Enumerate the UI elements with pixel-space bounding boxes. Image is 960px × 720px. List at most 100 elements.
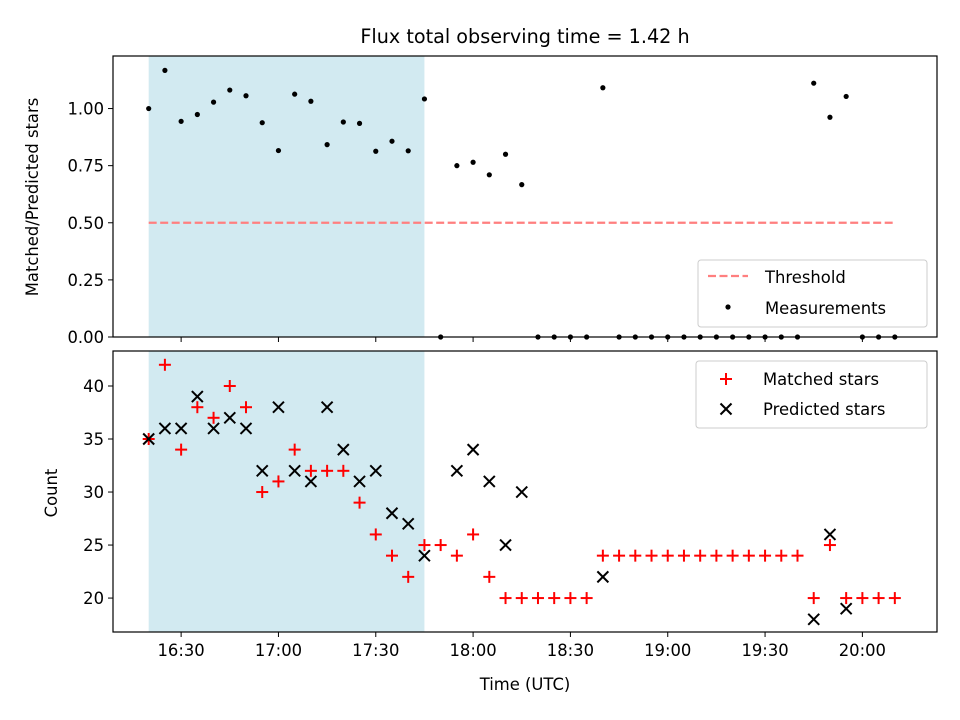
measurement-point <box>373 148 379 154</box>
matched-star-point <box>742 549 755 562</box>
matched-star-point <box>515 592 528 605</box>
matched-star-point <box>434 539 447 552</box>
predicted-star-point <box>191 390 204 403</box>
top-legend-box <box>697 259 928 328</box>
measurement-point <box>259 120 265 126</box>
matched-star-point <box>467 528 480 541</box>
matched-star-point <box>272 475 285 488</box>
top-axes-frame <box>112 55 938 338</box>
bottom-xtick-label: 16:30 <box>158 641 205 660</box>
predicted-star-point <box>142 432 155 446</box>
predicted-star-point <box>272 400 285 414</box>
matched-star-point <box>499 592 512 605</box>
bottom-xtick-label: 17:00 <box>255 641 302 660</box>
matched-star-point <box>645 549 658 562</box>
matched-star-point <box>726 549 739 562</box>
predicted-star-point <box>450 464 464 478</box>
measurement-point <box>308 98 314 104</box>
measurement-point <box>146 105 152 112</box>
bottom-xtick-label: 18:30 <box>547 641 594 660</box>
predicted-star-point <box>515 485 528 499</box>
bottom-ytick-label: 20 <box>83 589 104 608</box>
predicted-star-point <box>304 475 318 488</box>
matched-star-point <box>337 464 350 477</box>
matched-star-point <box>613 549 626 562</box>
matched-star-point <box>856 592 869 605</box>
matched-star-point <box>418 539 431 552</box>
bottom-legend: Matched stars Predicted stars <box>695 360 928 429</box>
predicted-star-point <box>337 443 350 456</box>
matched-star-point <box>223 379 236 392</box>
matched-star-point <box>385 549 398 562</box>
measurement-point <box>486 172 492 178</box>
matched-star-point <box>369 528 382 541</box>
bottom-ytick-label: 30 <box>83 483 104 502</box>
matched-star-point <box>791 549 804 562</box>
measurement-point <box>243 93 249 99</box>
measurement-point <box>519 182 525 188</box>
matched-legend-label: Matched stars <box>763 370 879 389</box>
predicted-star-point <box>418 549 431 562</box>
matched-star-point <box>629 549 642 562</box>
matched-star-point <box>450 549 463 562</box>
measurement-point <box>827 114 833 120</box>
predicted-star-point <box>353 475 366 488</box>
predicted-star-point <box>839 602 853 615</box>
predicted-legend-label: Predicted stars <box>763 400 885 419</box>
matched-star-point <box>321 464 334 477</box>
measurements-legend-label: Measurements <box>765 299 886 318</box>
bottom-xtick-label: 19:30 <box>741 641 788 660</box>
matched-star-point <box>564 592 577 605</box>
predicted-star-point <box>239 422 253 435</box>
matched-star-point <box>596 549 609 562</box>
top-ytick-label: 0.75 <box>68 157 105 176</box>
measurement-point <box>275 147 282 154</box>
matched-star-point <box>548 592 561 605</box>
top-ytick-label: 0.25 <box>68 271 105 290</box>
top-panel: 0.00 0.25 0.50 0.75 1.00 Matched/Predicted s… <box>23 55 938 347</box>
top-ytick-label: 1.00 <box>68 100 105 119</box>
predicted-star-point <box>174 422 188 435</box>
matched-star-point <box>207 411 220 424</box>
predicted-star-point <box>207 422 220 435</box>
measurement-point <box>292 91 298 97</box>
matched-star-point <box>694 549 707 562</box>
measurement-point <box>389 138 395 144</box>
measurements-legend-marker <box>725 304 731 310</box>
predicted-star-point <box>807 613 820 626</box>
matched-star-point <box>872 592 885 605</box>
measurement-point <box>454 163 460 169</box>
measurement-point <box>178 118 184 124</box>
top-ylabel: Matched/Predicted stars <box>23 98 42 296</box>
measurement-point <box>421 96 428 102</box>
measurement-point <box>210 99 217 105</box>
predicted-star-point <box>223 411 236 425</box>
predicted-star-point <box>288 464 301 478</box>
matched-star-point <box>661 549 674 562</box>
matched-star-point <box>823 539 836 552</box>
bottom-xtick-label: 19:00 <box>644 641 691 660</box>
predicted-star-point <box>596 570 610 584</box>
matched-star-point <box>840 592 853 605</box>
measurement-point <box>356 120 363 126</box>
bottom-ytick-label: 40 <box>83 377 104 396</box>
matched-star-point <box>759 549 772 562</box>
predicted-star-point <box>466 443 480 456</box>
measurement-point <box>470 159 476 165</box>
bottom-highlight-span <box>148 351 425 632</box>
matched-star-point <box>256 486 269 499</box>
measurement-point <box>502 151 509 157</box>
bottom-xtick-label: 17:30 <box>352 641 399 660</box>
top-highlight-span <box>148 56 425 337</box>
predicted-star-point <box>823 528 837 541</box>
bottom-xlabel: Time (UTC) <box>479 675 571 694</box>
bottom-ytick-label: 35 <box>83 430 104 449</box>
measurement-point <box>194 111 200 118</box>
bottom-ylabel: Count <box>42 468 61 517</box>
bottom-legend-box <box>695 360 928 429</box>
matched-star-point <box>402 570 415 583</box>
matched-star-point <box>483 570 496 583</box>
top-ytick-label: 0.50 <box>68 214 105 233</box>
matched-star-point <box>191 401 204 414</box>
